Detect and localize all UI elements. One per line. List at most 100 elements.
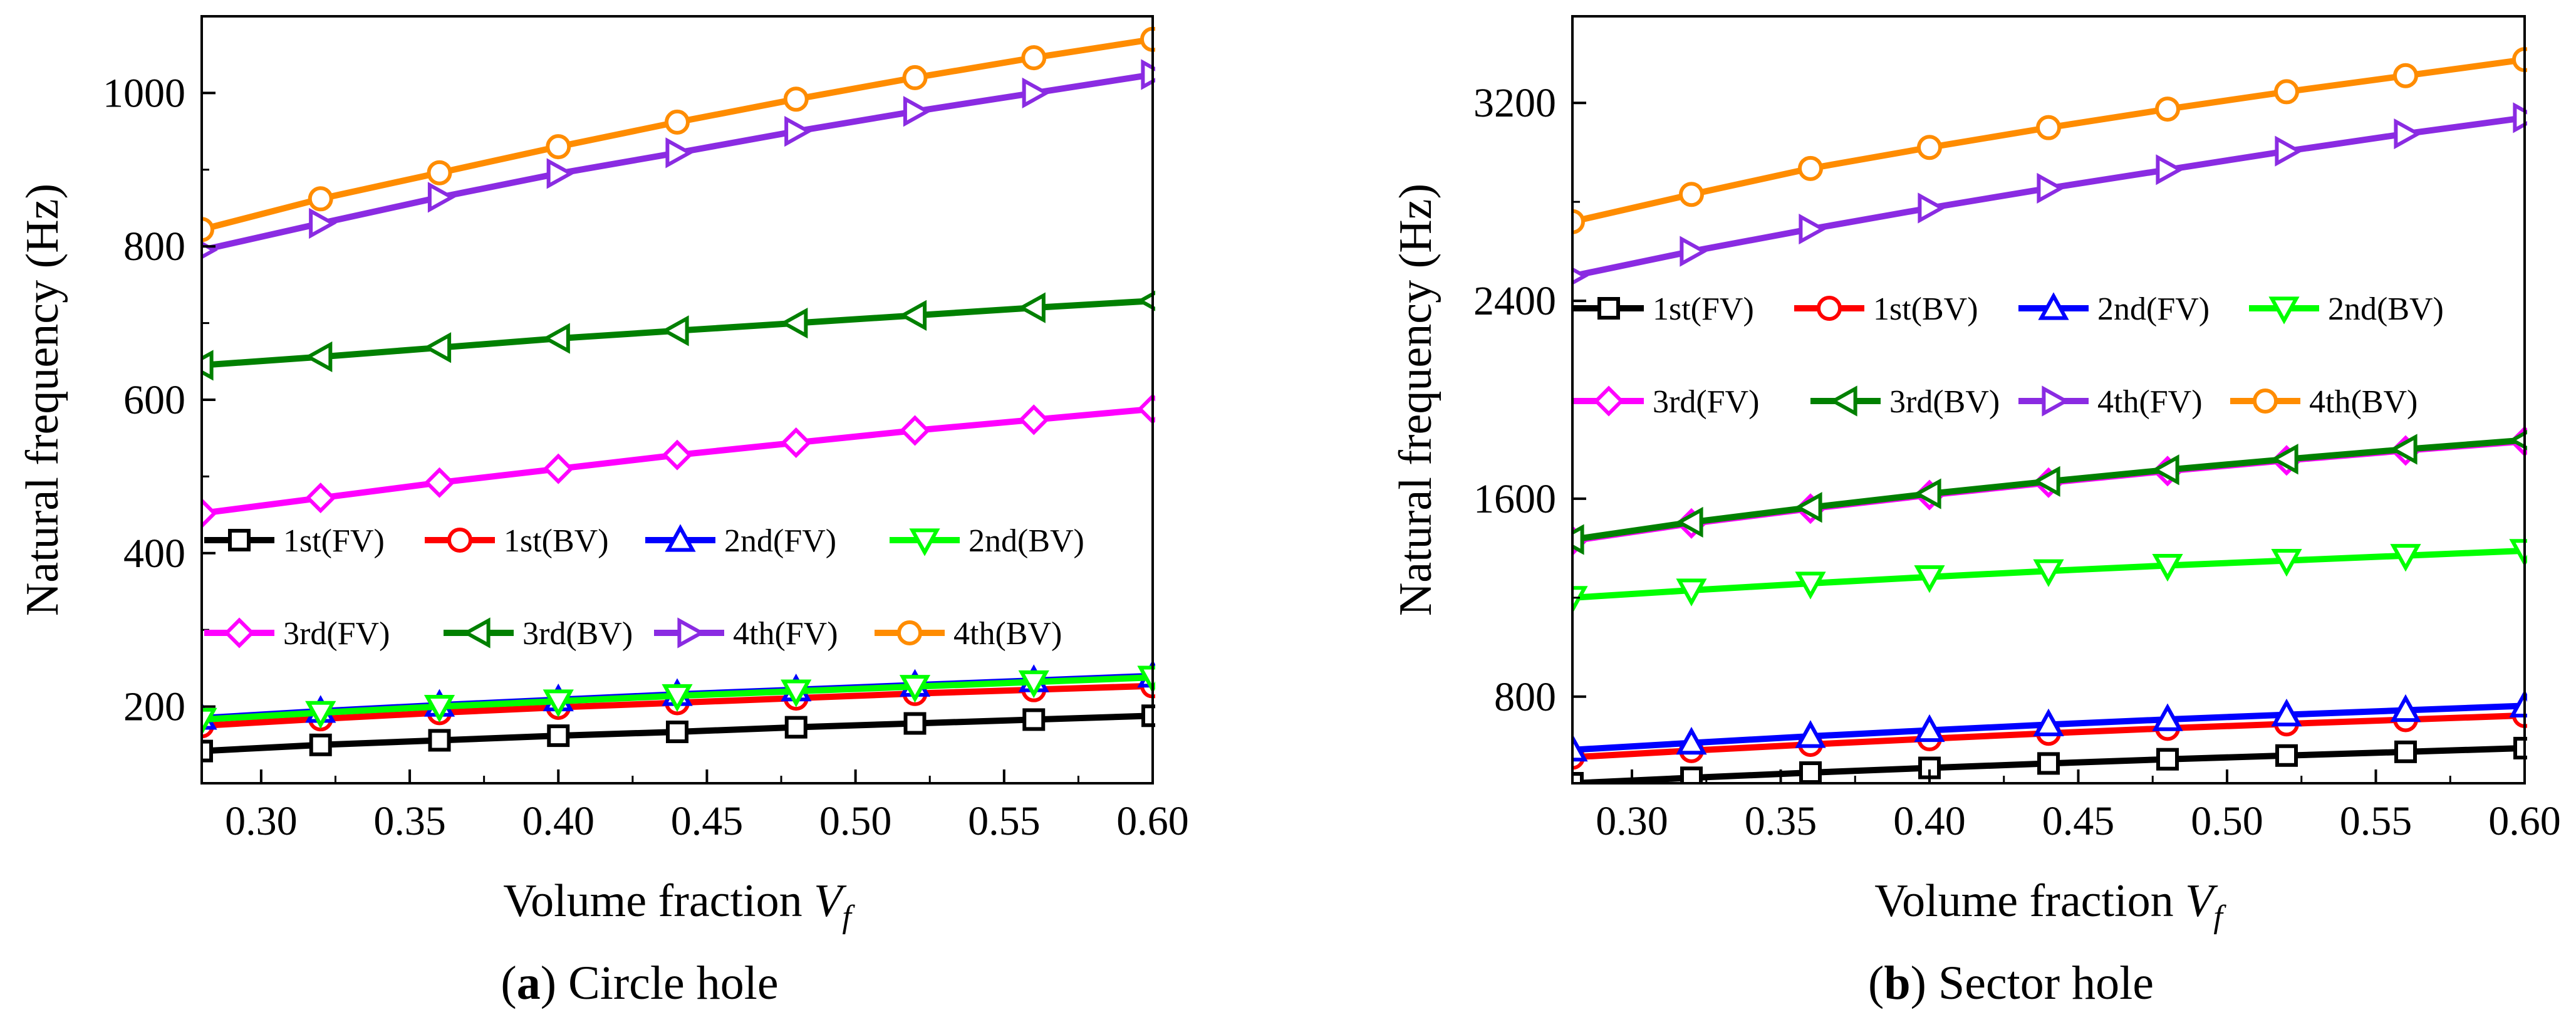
panel-b-legend-item: 3rd(FV): [1574, 384, 1759, 420]
panel-a-data-point: [305, 701, 336, 729]
panel-b-legend-label: 2nd(FV): [2097, 291, 2210, 327]
panel-b-legend-marker: [1817, 296, 1842, 321]
panel-a-legend-item: 3rd(FV): [204, 616, 390, 652]
panel-b-chart: 0.30 0.35 0.40 0.45 0.50 0.55 0.60 800 1600 2400 3…: [1390, 15, 2561, 1009]
panel-b-x-axis-title: Volume fraction Vf: [1874, 875, 2226, 935]
panel-b-legend-label: 1st(FV): [1653, 291, 1754, 327]
panel-b-legend-marker: [2253, 388, 2278, 414]
panel-a-data-point: [424, 467, 455, 498]
panel-a-caption: (a) Circle hole: [501, 957, 778, 1009]
panel-a-data-point: [309, 733, 332, 756]
panel-b-data-point: [1917, 135, 1942, 160]
panel-a-x-tick-label: 0.35: [373, 798, 446, 844]
panel-a-data-point: [781, 679, 812, 707]
panel-a-x-tick-label: 0.30: [225, 798, 298, 844]
panel-b-data-point: [2156, 748, 2179, 771]
panel-a-y-tick-label: 200: [123, 684, 185, 730]
panel-b-data-point: [1799, 213, 1827, 245]
panel-b-series-4th(BV): [1572, 47, 2527, 234]
panel-b-legend-item: 4th(FV): [2018, 384, 2203, 420]
panel-a-data-point: [423, 695, 455, 723]
panel-b-ticks: 0.30 0.35 0.40 0.45 0.50 0.55 0.60 800 1600 2400 3…: [1473, 80, 2561, 844]
panel-a-legend: 1st(FV) 1st(BV) 2nd(FV) 2nd(BV) 3rd(FV) 3rd(B…: [204, 523, 1084, 652]
panel-a-y-tick-label: 600: [123, 377, 185, 423]
panel-a-data-point: [903, 712, 927, 735]
panel-b-x-tick-label: 0.60: [2488, 798, 2561, 844]
panel-b-y-axis-title: Natural frequency (Hz): [1390, 184, 1441, 616]
panel-a-data-point: [903, 96, 932, 127]
panel-a-legend-marker: [228, 529, 251, 551]
panel-b-legend-marker: [1593, 385, 1624, 417]
panel-a-legend-label: 3rd(BV): [522, 616, 633, 652]
panel-a-data-point: [784, 716, 808, 739]
panel-a-legend-label: 4th(FV): [733, 616, 838, 652]
panel-a-data-point: [543, 453, 574, 484]
panel-a-data-point: [309, 207, 337, 239]
panel-a-x-tick-label: 0.55: [968, 798, 1041, 844]
panel-a-data-point: [202, 707, 217, 736]
panel-b-data-point: [2033, 708, 2064, 737]
panel-b-legend-marker: [2042, 385, 2070, 417]
panel-b-data-point: [1794, 492, 1822, 523]
panel-a-data-point: [666, 720, 688, 743]
panel-a-caption-text: Circle hole: [556, 957, 779, 1009]
panel-b-legend-label: 4th(BV): [2309, 384, 2418, 420]
panel-a-data-point: [1018, 670, 1049, 699]
panel-a-series-1st(FV): [202, 704, 1155, 763]
panel-b-y-tick-label: 2400: [1473, 278, 1556, 324]
panel-b-data-point: [1675, 506, 1703, 538]
panel-a-data-point: [427, 182, 456, 213]
panel-b-x-tick-label: 0.40: [1893, 798, 1966, 844]
panel-b-data-point: [2389, 434, 2418, 465]
panel-a-legend-label: 4th(BV): [953, 616, 1062, 652]
panel-a-x-tick-label: 0.50: [819, 798, 892, 844]
panel-a-data-point: [900, 415, 930, 446]
panel-a-data-point: [899, 675, 931, 703]
panel-b-data-point: [2033, 559, 2064, 587]
panel-b-data-point: [2152, 703, 2183, 731]
panel-b-data-point: [1914, 565, 1945, 593]
panel-a-chart: 0.30 0.35 0.40 0.45 0.50 0.55 0.60 200 400 600 800…: [17, 15, 1189, 1009]
panel-b-data-point: [1799, 761, 1822, 783]
panel-b-data-point: [2393, 63, 2418, 88]
panel-b-legend-item: 1st(FV): [1574, 291, 1754, 327]
panel-a-data-point: [308, 186, 333, 212]
panel-a-data-point: [1021, 45, 1047, 71]
panel-a-series-4th(BV): [202, 26, 1155, 242]
panel-b-legend-marker: [2038, 292, 2069, 320]
panel-a-series-2nd(BV): [202, 665, 1155, 736]
panel-b-x-axis-title-text: Volume fraction: [1874, 875, 2185, 927]
panel-a-data-point: [542, 323, 570, 354]
panel-b-data-point: [2390, 694, 2421, 722]
panel-a-data-point: [902, 65, 928, 90]
panel-b-x-tick-label: 0.45: [2042, 798, 2115, 844]
panel-a-data-point: [780, 308, 808, 339]
panel-a-plot-content: [202, 26, 1155, 763]
panel-b-x-tick-label: 0.50: [2191, 798, 2263, 844]
panel-a-caption-open: (: [501, 957, 516, 1009]
panel-b-data-point: [1679, 182, 1704, 207]
panel-b-legend-label: 3rd(BV): [1889, 384, 2000, 420]
panel-a-x-axis-title-text: Volume fraction: [503, 875, 814, 927]
panel-a-ticks: 0.30 0.35 0.40 0.45 0.50 0.55 0.60 200 400 600 800…: [103, 70, 1189, 844]
panel-a-data-point: [427, 160, 452, 185]
panel-b-data-point: [2032, 466, 2060, 497]
panel-b-data-point: [1913, 478, 1941, 509]
panel-b-x-tick-label: 0.35: [1745, 798, 1817, 844]
panel-a-data-point: [202, 350, 214, 381]
panel-a-data-point: [665, 137, 693, 169]
panel-b-legend-marker: [1597, 297, 1620, 320]
panel-b-data-point: [2037, 752, 2060, 775]
panel-b-data-point: [1572, 209, 1585, 234]
panel-a-x-axis-title: Volume fraction Vf: [503, 875, 855, 935]
panel-a-series-3rd(FV): [202, 394, 1155, 529]
panel-b-data-point: [2275, 744, 2298, 767]
panel-b-caption-label: b: [1884, 957, 1910, 1009]
panel-b-data-point: [2156, 154, 2184, 185]
panel-b-data-point: [2271, 549, 2302, 577]
panel-b-legend-label: 1st(BV): [1873, 291, 1978, 327]
panel-b-y-tick-label: 3200: [1473, 80, 1556, 126]
panel-a-y-tick-label: 1000: [103, 70, 185, 116]
panel-b-legend-item: 3rd(BV): [1810, 384, 2000, 420]
